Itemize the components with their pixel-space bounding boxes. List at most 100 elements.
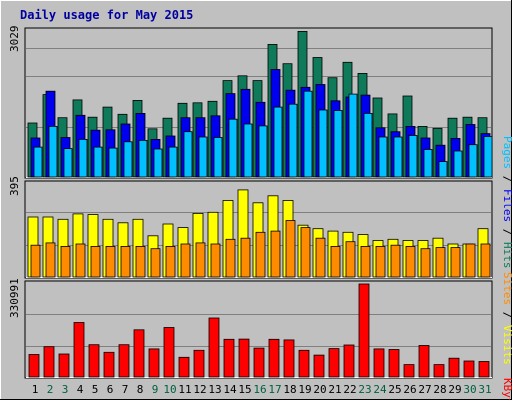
- bar-sites-day-2: [45, 242, 56, 278]
- day-label-30: 30: [463, 383, 476, 396]
- bar-kbytes-day-8: [133, 329, 145, 378]
- bar-kbytes-day-12: [193, 349, 205, 378]
- bar-pages-day-30: [468, 144, 478, 178]
- bar-kbytes-day-24: [373, 348, 385, 378]
- day-label-14: 14: [223, 383, 237, 396]
- bar-pages-day-22: [348, 93, 358, 178]
- bar-sites-day-11: [180, 243, 191, 278]
- day-label-11: 11: [178, 383, 191, 396]
- bar-kbytes-day-18: [283, 339, 295, 378]
- bar-kbytes-day-15: [238, 338, 250, 378]
- bar-kbytes-day-31: [478, 361, 490, 378]
- bar-sites-day-5: [90, 245, 101, 278]
- bar-sites-day-8: [135, 245, 146, 278]
- legend-sites: Sites: [501, 272, 512, 305]
- bar-pages-day-8: [138, 139, 148, 178]
- bar-sites-day-10: [165, 245, 176, 278]
- bar-pages-day-11: [183, 131, 193, 178]
- day-label-17: 17: [268, 383, 281, 396]
- day-label-21: 21: [328, 383, 341, 396]
- day-label-10: 10: [163, 383, 176, 396]
- bar-sites-day-20: [315, 237, 326, 278]
- bar-sites-day-9: [150, 248, 161, 278]
- bar-kbytes-day-26: [403, 364, 415, 378]
- bar-sites-day-1: [30, 244, 41, 278]
- bar-pages-day-26: [408, 135, 418, 178]
- legend-sep2: /: [501, 222, 512, 242]
- bar-sites-day-12: [195, 242, 206, 278]
- bar-pages-day-10: [168, 146, 178, 178]
- bar-kbytes-day-6: [103, 351, 115, 378]
- legend-kbytes: KBytes: [501, 378, 512, 400]
- bar-pages-day-4: [78, 138, 88, 178]
- day-label-27: 27: [418, 383, 431, 396]
- day-label-28: 28: [433, 383, 446, 396]
- day-label-25: 25: [388, 383, 401, 396]
- day-label-19: 19: [298, 383, 311, 396]
- bar-sites-day-17: [270, 230, 281, 278]
- bar-pages-day-5: [93, 146, 103, 178]
- bar-pages-day-14: [228, 118, 238, 178]
- bar-pages-day-1: [33, 146, 43, 178]
- bar-pages-day-6: [108, 147, 118, 178]
- bar-kbytes-day-7: [118, 344, 130, 378]
- bar-kbytes-day-1: [28, 354, 40, 378]
- legend-sep: /: [501, 305, 512, 325]
- day-label-6: 6: [107, 383, 114, 396]
- bar-sites-day-29: [450, 247, 461, 278]
- bar-pages-day-20: [318, 109, 328, 178]
- bar-pages-day-21: [333, 110, 343, 178]
- bar-pages-day-3: [63, 148, 73, 178]
- bar-kbytes-day-10: [163, 327, 175, 378]
- bar-kbytes-day-19: [298, 349, 310, 378]
- day-label-4: 4: [77, 383, 84, 396]
- bar-pages-day-18: [288, 103, 298, 178]
- bar-kbytes-day-17: [268, 338, 280, 378]
- ymax-label-bottom: 330991: [8, 278, 21, 318]
- bar-sites-day-6: [105, 245, 116, 278]
- ymax-label-top: 3029: [8, 26, 21, 53]
- bar-kbytes-day-4: [73, 322, 85, 378]
- bar-sites-day-21: [330, 245, 341, 278]
- legend-visits: Visits: [501, 325, 512, 365]
- bar-kbytes-day-28: [433, 364, 445, 378]
- bar-kbytes-day-30: [463, 360, 475, 378]
- bar-pages-day-31: [483, 136, 493, 178]
- day-label-5: 5: [92, 383, 99, 396]
- bar-sites-day-18: [285, 220, 296, 278]
- bar-sites-day-30: [465, 243, 476, 278]
- bar-pages-day-19: [303, 90, 313, 178]
- bar-pages-day-9: [153, 148, 163, 178]
- bar-sites-day-19: [300, 227, 311, 278]
- legend-top: Pages / Files / Hits: [501, 136, 512, 269]
- bar-kbytes-day-13: [208, 317, 220, 378]
- bar-pages-day-2: [48, 126, 58, 178]
- legend-pages: Pages: [501, 136, 512, 169]
- bar-kbytes-day-11: [178, 356, 190, 378]
- bar-sites-day-13: [210, 243, 221, 278]
- bar-kbytes-day-21: [328, 348, 340, 378]
- chart-title: Daily usage for May 2015: [20, 8, 193, 22]
- legend-bottom: KBytes: [501, 378, 512, 400]
- bar-pages-day-24: [378, 136, 388, 178]
- panel-kbytes: [24, 280, 493, 379]
- bar-sites-day-22: [345, 241, 356, 278]
- legend-files: Files: [501, 189, 512, 222]
- day-label-8: 8: [137, 383, 144, 396]
- bar-sites-day-4: [75, 243, 86, 278]
- bar-pages-day-25: [393, 136, 403, 178]
- day-label-18: 18: [283, 383, 296, 396]
- day-label-16: 16: [253, 383, 266, 396]
- bar-pages-day-13: [213, 137, 223, 178]
- day-label-31: 31: [478, 383, 491, 396]
- bar-pages-day-7: [123, 141, 133, 178]
- day-label-12: 12: [193, 383, 206, 396]
- bar-kbytes-day-14: [223, 338, 235, 378]
- day-label-3: 3: [62, 383, 69, 396]
- bar-sites-day-31: [480, 243, 491, 278]
- day-label-13: 13: [208, 383, 221, 396]
- bar-sites-day-15: [240, 237, 251, 278]
- bar-kbytes-day-29: [448, 357, 460, 378]
- bar-sites-day-26: [405, 245, 416, 278]
